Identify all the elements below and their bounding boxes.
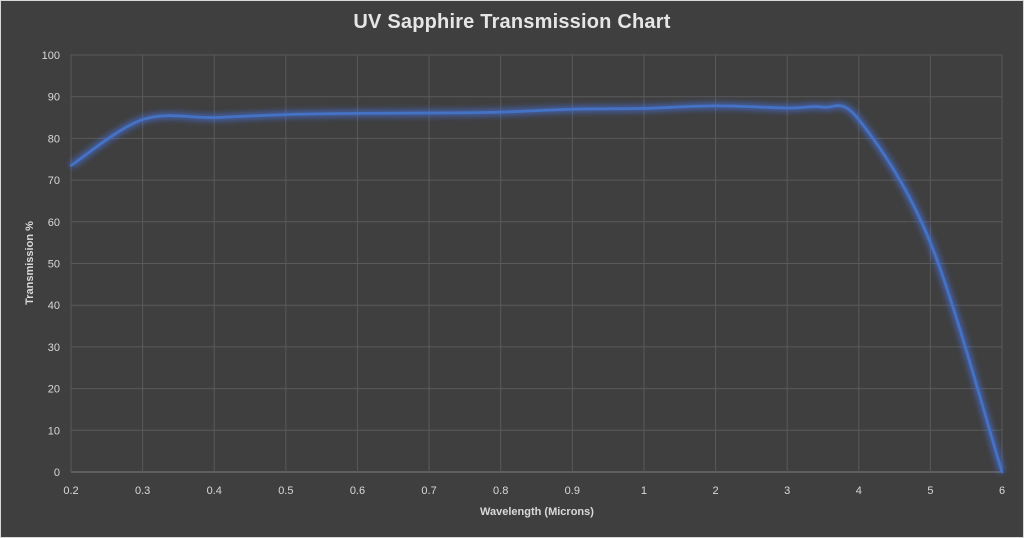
- series-line-glow: [69, 102, 1006, 474]
- y-tick-label: 40: [48, 300, 60, 312]
- x-tick-label: 0.4: [207, 485, 222, 497]
- x-tick-label: 0.6: [350, 485, 365, 497]
- x-tick-label: 0.2: [63, 485, 78, 497]
- series-line: [69, 104, 1004, 474]
- chart-title: UV Sapphire Transmission Chart: [353, 11, 671, 33]
- series-layer: [69, 102, 1006, 474]
- grid: [70, 54, 1003, 473]
- x-tick-label: 1: [641, 485, 647, 497]
- x-tick-label: 0.3: [135, 485, 150, 497]
- y-tick-label: 10: [48, 425, 60, 437]
- x-tick-label: 3: [784, 485, 790, 497]
- y-axis-ticks: 0 10 20 30 40 50 60 70 80 90 100: [42, 50, 60, 479]
- x-tick-label: 4: [856, 485, 862, 497]
- x-tick-label: 0.7: [421, 485, 436, 497]
- y-axis-title: Transmission %: [24, 221, 36, 305]
- y-tick-label: 0: [54, 467, 60, 479]
- x-tick-label: 2: [712, 485, 718, 497]
- x-tick-label: 0.5: [278, 485, 293, 497]
- x-tick-label: 6: [999, 485, 1005, 497]
- x-axis-title: Wavelength (Microns): [480, 506, 594, 518]
- y-tick-label: 80: [48, 133, 60, 145]
- y-tick-label: 100: [42, 50, 60, 62]
- x-tick-label: 0.9: [565, 485, 580, 497]
- y-tick-label: 50: [48, 259, 60, 271]
- x-tick-label: 5: [927, 485, 933, 497]
- y-tick-label: 20: [48, 384, 60, 396]
- x-axis-ticks: 0.2 0.3 0.4 0.5 0.6 0.7 0.8 0.9 1 2 3 4 5 6: [63, 485, 1005, 497]
- y-tick-label: 30: [48, 342, 60, 354]
- y-tick-label: 90: [48, 92, 60, 104]
- y-tick-label: 70: [48, 175, 60, 187]
- x-tick-label: 0.8: [493, 485, 508, 497]
- y-tick-label: 60: [48, 217, 60, 229]
